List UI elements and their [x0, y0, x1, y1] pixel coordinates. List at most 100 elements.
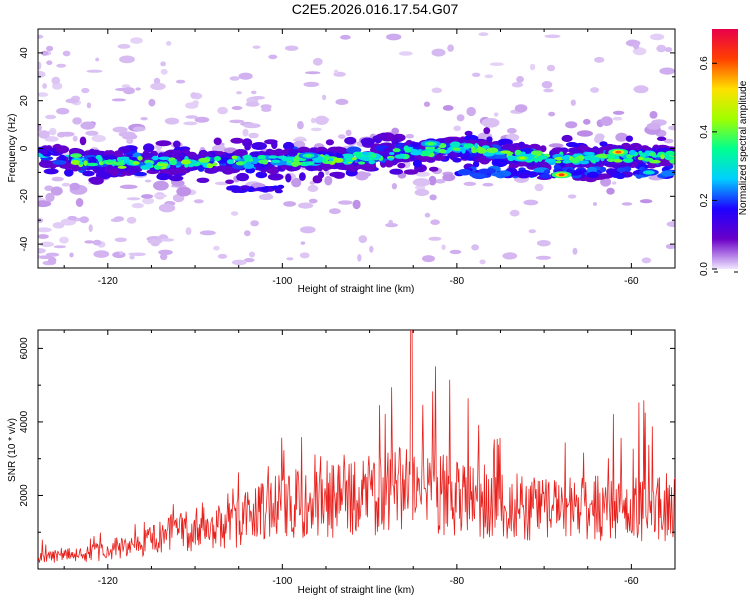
spectral-blob	[412, 178, 431, 187]
spectral-blob	[312, 57, 323, 66]
y-tick-label: 2000	[19, 484, 30, 507]
spectrogram-x-ticks: -120 -100 -80 -60	[63, 29, 676, 287]
spectral-blob	[214, 156, 221, 162]
spectral-blob	[38, 200, 52, 208]
spectral-blob	[45, 114, 57, 120]
spectral-blob	[240, 185, 251, 190]
spectral-blob	[424, 148, 437, 152]
spectral-blob	[157, 163, 169, 167]
spectral-blob	[158, 156, 171, 161]
spectral-blob	[523, 199, 539, 206]
spectral-blob	[292, 138, 308, 142]
spectral-blob	[449, 249, 462, 255]
spectral-blob	[599, 141, 608, 147]
spectral-blob	[88, 176, 104, 184]
spectral-blob	[548, 111, 556, 117]
spectral-blob	[270, 159, 281, 163]
spectral-blob	[535, 255, 552, 260]
spectral-blob	[245, 101, 260, 107]
spectral-blob	[489, 62, 504, 66]
spectral-blob	[590, 87, 600, 93]
spectral-blob	[384, 159, 394, 168]
spectral-blob	[181, 159, 191, 165]
spectral-blob	[291, 177, 302, 188]
spectral-blob	[243, 154, 253, 161]
spectral-blob	[482, 182, 494, 187]
spectral-blob	[46, 45, 54, 52]
spectral-blob	[471, 244, 479, 251]
spectral-blob	[38, 255, 53, 259]
x-tick-label: -120	[98, 576, 118, 587]
spectral-blob	[280, 165, 288, 170]
spectral-blob	[283, 201, 296, 207]
spectral-blob	[196, 177, 210, 183]
spectral-blob	[656, 136, 667, 141]
spectral-blob	[593, 202, 597, 206]
spectral-blob	[160, 68, 168, 75]
spectral-blob	[229, 119, 245, 124]
snr-frame	[37, 329, 676, 570]
spectral-blob	[173, 179, 185, 187]
spectral-blob	[656, 44, 667, 53]
spectral-blob	[415, 171, 431, 177]
spectral-blob	[255, 171, 268, 179]
spectral-blob	[158, 203, 176, 213]
spectral-blob	[664, 47, 673, 53]
spectral-blob	[110, 218, 122, 223]
snr-x-ticks: -120 -100 -80 -60	[63, 330, 676, 587]
spectral-blob	[666, 221, 675, 228]
spectral-blob	[147, 239, 163, 244]
spectral-blob	[190, 92, 197, 99]
spectral-blob	[215, 165, 230, 172]
spectral-blob	[244, 143, 251, 151]
spectral-blob	[257, 155, 267, 160]
spectral-blob	[461, 147, 466, 154]
spectral-blob	[463, 181, 477, 186]
spectral-blob	[144, 179, 152, 183]
spectral-blob	[91, 134, 106, 143]
spectral-blob	[410, 150, 422, 156]
spectral-blob	[486, 136, 493, 143]
spectral-blob	[543, 88, 554, 93]
spectral-blob	[109, 168, 119, 177]
x-tick-label: -100	[272, 276, 292, 287]
colorbar-tick-label: 0.6	[699, 56, 710, 70]
spectrogram-y-label: Frequency (Hz)	[7, 114, 18, 183]
spectral-blob	[114, 237, 127, 243]
spectral-blob	[46, 60, 53, 65]
spectral-blob	[517, 172, 530, 179]
spectral-blob	[478, 168, 491, 175]
spectral-blob	[466, 106, 477, 117]
spectral-blob	[119, 251, 124, 255]
spectral-blob	[142, 197, 155, 205]
spectral-blob	[243, 123, 261, 129]
spectral-blob	[59, 236, 69, 244]
spectral-blob	[290, 161, 302, 166]
spectral-blob	[456, 114, 465, 122]
spectral-blob	[252, 45, 261, 49]
spectral-blob	[389, 168, 404, 175]
spectral-blob	[95, 57, 100, 62]
spectral-blob	[230, 137, 244, 144]
spectral-blob	[583, 151, 595, 156]
spectral-blob	[127, 167, 140, 174]
y-tick-label: 40	[19, 47, 30, 59]
spectral-blob	[164, 117, 180, 125]
spectral-blob	[226, 185, 241, 190]
spectral-blob	[450, 141, 461, 148]
spectral-blob	[126, 197, 141, 201]
spectral-blob	[174, 167, 183, 175]
spectral-blob	[285, 173, 292, 183]
spectral-blob	[325, 139, 334, 146]
spectral-blob	[595, 154, 605, 159]
spectral-blob	[463, 143, 474, 148]
spectral-blob	[251, 96, 265, 100]
spectral-blob	[663, 138, 674, 144]
spectral-blob	[412, 159, 422, 168]
spectral-blob	[438, 143, 447, 149]
spectral-blob	[388, 157, 394, 161]
spectral-blob	[430, 219, 440, 225]
spectral-blob	[300, 241, 306, 245]
spectral-blob	[539, 161, 549, 167]
spectral-blob	[51, 76, 61, 85]
